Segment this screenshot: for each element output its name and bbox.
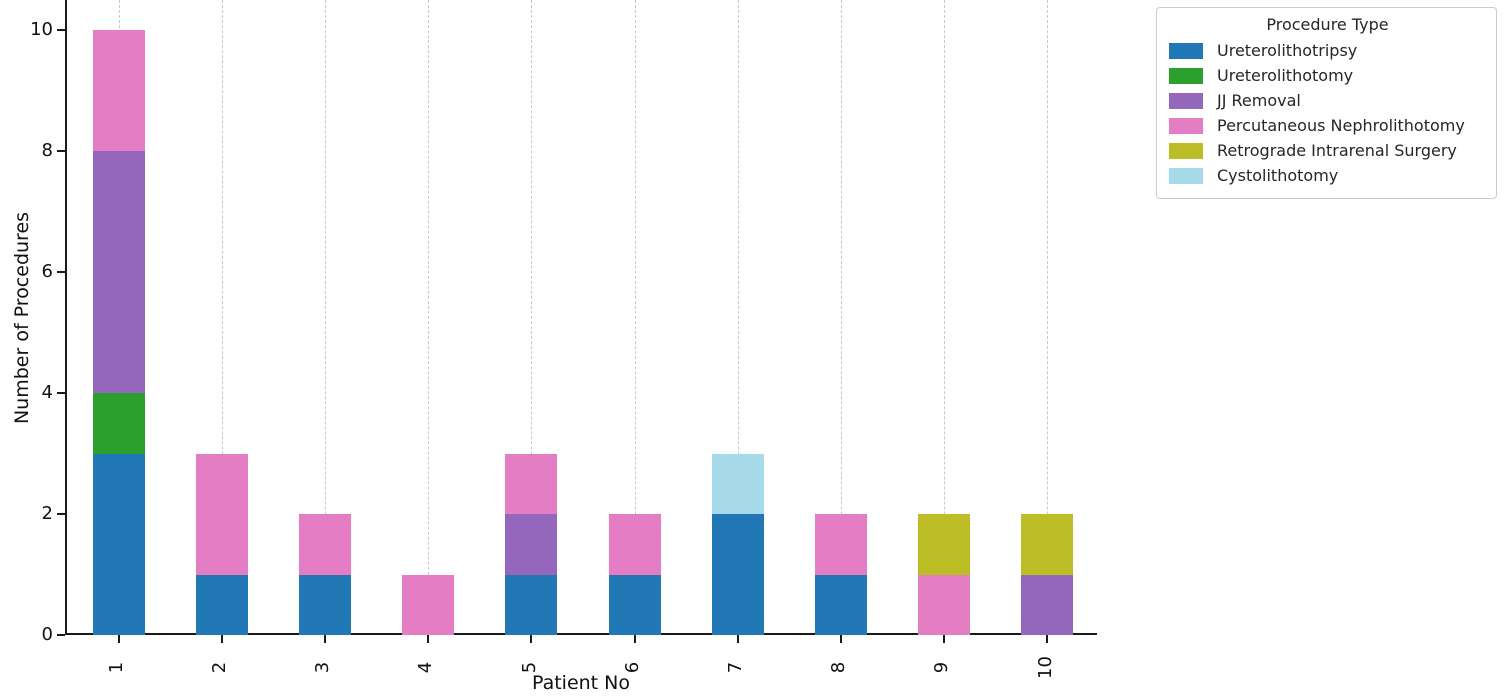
- y-tick-label: 4: [41, 382, 53, 404]
- legend-items: Ureterolithotripsy Ureterolithotomy JJ Rem…: [1169, 38, 1486, 188]
- bar-segment-ureterolithotomy: [92, 393, 145, 454]
- legend-item-jj-removal: JJ Removal: [1169, 88, 1486, 113]
- legend-swatch: [1169, 42, 1203, 59]
- legend-item-percutaneous-nephrolithotomy: Percutaneous Nephrolithotomy: [1169, 113, 1486, 138]
- legend-item-label: Ureterolithotomy: [1217, 66, 1354, 85]
- gridline: [428, 0, 430, 635]
- y-tick: [57, 513, 65, 516]
- x-tick: [633, 635, 636, 643]
- legend-item-label: Ureterolithotripsy: [1217, 41, 1358, 60]
- x-tick-label: 1: [95, 645, 139, 689]
- x-tick-label-text: 2: [209, 661, 231, 673]
- x-tick: [117, 635, 120, 643]
- bar-segment-ureterolithotripsy: [711, 514, 764, 635]
- x-axis-title: Patient No: [65, 672, 1097, 694]
- x-tick-label-text: 6: [622, 661, 644, 673]
- gridline: [841, 0, 842, 635]
- bar-segment-retrograde-intrarenal-surgery: [1021, 514, 1074, 575]
- x-tick-label: 5: [507, 645, 551, 689]
- legend-item-label: Percutaneous Nephrolithotomy: [1217, 116, 1465, 135]
- bar-segment-ureterolithotripsy: [505, 574, 558, 635]
- x-tick: [220, 635, 223, 643]
- gridline: [944, 0, 946, 635]
- bar-segment-ureterolithotripsy: [195, 574, 248, 635]
- bar-segment-jj-removal: [1021, 574, 1074, 635]
- gridline: [634, 0, 636, 635]
- legend-title: Procedure Type: [1266, 15, 1389, 34]
- x-tick-label: 8: [817, 645, 861, 689]
- x-tick-label: 10: [1023, 645, 1067, 689]
- y-tick-label: 8: [41, 140, 53, 162]
- y-tick: [57, 392, 65, 395]
- x-tick-label-text: 3: [312, 661, 334, 673]
- legend-swatch: [1169, 117, 1203, 134]
- legend-item-label: Retrograde Intrarenal Surgery: [1217, 141, 1457, 160]
- x-tick-label: 2: [198, 645, 242, 689]
- legend-item-ureterolithotomy: Ureterolithotomy: [1169, 63, 1486, 88]
- legend-item-cystolithotomy: Cystolithotomy: [1169, 163, 1486, 188]
- bar-segment-ureterolithotripsy: [815, 574, 867, 635]
- x-tick-label-text: 10: [1034, 655, 1056, 679]
- legend-swatch: [1169, 167, 1203, 184]
- gridline: [737, 0, 739, 635]
- gridline: [1047, 0, 1049, 635]
- x-tick: [324, 635, 326, 643]
- x-tick-label: 3: [301, 645, 345, 689]
- gridline: [221, 0, 223, 635]
- y-tick-label: 2: [41, 503, 53, 525]
- legend: Procedure Type Ureterolithotripsy Uretero…: [1156, 7, 1497, 199]
- y-tick-label: 10: [30, 19, 53, 41]
- bar-segment-percutaneous-nephrolithotomy: [608, 514, 661, 575]
- y-axis-title: Number of Procedures: [0, 0, 44, 635]
- plot-area: 0 2 4 6 8 10: [30, 0, 1097, 645]
- legend-item-retrograde-intrarenal-surgery: Retrograde Intrarenal Surgery: [1169, 138, 1486, 163]
- bar-segment-percutaneous-nephrolithotomy: [92, 30, 145, 152]
- bar-segment-ureterolithotripsy: [92, 453, 145, 635]
- bar-segment-percutaneous-nephrolithotomy: [299, 514, 351, 575]
- x-tick: [736, 635, 739, 643]
- bar-segment-ureterolithotripsy: [299, 574, 351, 635]
- x-tick: [1046, 635, 1049, 643]
- x-tick: [530, 635, 533, 643]
- x-axis-title-text: Patient No: [531, 672, 631, 694]
- legend-item-ureterolithotripsy: Ureterolithotripsy: [1169, 38, 1486, 63]
- legend-swatch: [1169, 67, 1203, 84]
- x-tick-label: 6: [611, 645, 655, 689]
- bar-segment-jj-removal: [505, 514, 558, 575]
- y-tick: [57, 634, 65, 636]
- x-tick: [427, 635, 430, 643]
- y-tick: [57, 29, 65, 32]
- bar-segment-percutaneous-nephrolithotomy: [815, 514, 867, 575]
- gridline: [325, 0, 326, 635]
- bar-segment-percutaneous-nephrolithotomy: [195, 453, 248, 575]
- x-tick: [943, 635, 946, 643]
- y-tick: [57, 271, 65, 274]
- bar-segment-percutaneous-nephrolithotomy: [918, 574, 971, 635]
- legend-item-label: Cystolithotomy: [1217, 166, 1339, 185]
- bar-segment-cystolithotomy: [711, 453, 764, 515]
- bar-segment-jj-removal: [92, 151, 145, 394]
- x-tick-label-text: 7: [725, 661, 747, 673]
- x-tick-label-text: 4: [415, 661, 437, 673]
- bar-segment-retrograde-intrarenal-surgery: [918, 514, 971, 575]
- bar-segment-percutaneous-nephrolithotomy: [505, 453, 558, 515]
- x-tick-label: 7: [714, 645, 758, 689]
- legend-swatch: [1169, 92, 1203, 109]
- y-tick-label: 6: [41, 261, 53, 283]
- y-tick-label: 0: [41, 624, 53, 645]
- bar-segment-percutaneous-nephrolithotomy: [402, 574, 455, 635]
- x-tick-label-text: 9: [931, 661, 953, 673]
- x-tick-label-text: 1: [106, 661, 128, 673]
- bar-segment-ureterolithotripsy: [608, 574, 661, 635]
- gridline: [531, 0, 533, 635]
- x-tick-label-text: 5: [518, 661, 540, 673]
- x-tick: [840, 635, 842, 643]
- x-tick-label: 9: [920, 645, 964, 689]
- x-tick-label-text: 8: [828, 661, 850, 673]
- x-tick-label: 4: [404, 645, 448, 689]
- y-tick: [57, 150, 65, 153]
- legend-swatch: [1169, 142, 1203, 159]
- legend-item-label: JJ Removal: [1217, 91, 1301, 110]
